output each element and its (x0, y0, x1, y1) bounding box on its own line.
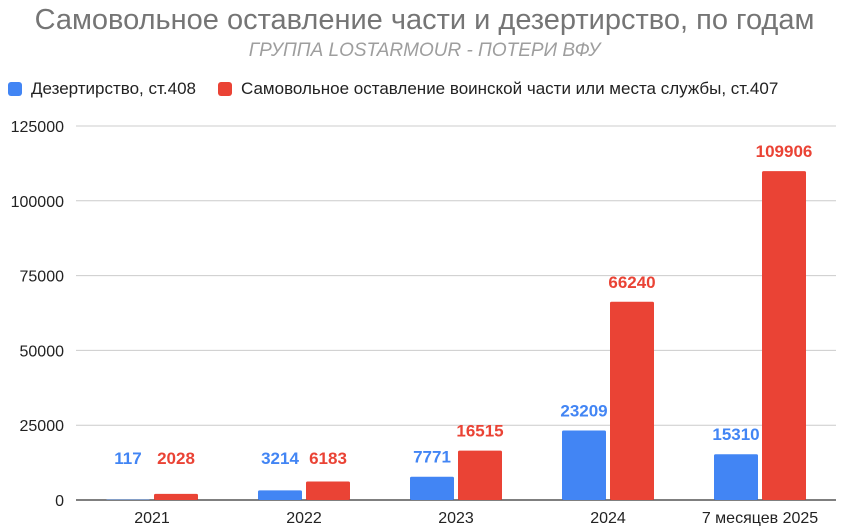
bar-desertion (714, 454, 758, 500)
data-label-desertion: 117 (114, 449, 141, 468)
bar-awol (154, 493, 198, 500)
x-tick-label: 2022 (286, 510, 322, 526)
y-tick-label: 0 (55, 493, 64, 510)
y-tick-label: 25000 (20, 418, 65, 435)
data-label-awol: 109906 (756, 142, 813, 161)
y-tick-label: 50000 (20, 343, 65, 360)
legend-swatch-awol (218, 82, 232, 96)
bar-awol (306, 481, 350, 500)
data-label-awol: 2028 (157, 449, 195, 468)
bar-awol (762, 171, 806, 500)
x-tick-label: 2021 (134, 510, 170, 526)
data-label-desertion: 3214 (261, 449, 299, 468)
legend-label-awol: Самовольное оставление воинской части ил… (241, 79, 779, 98)
legend-item-awol: Самовольное оставление воинской части ил… (218, 79, 778, 99)
y-tick-label: 100000 (11, 194, 64, 211)
x-tick-label: 2024 (590, 510, 626, 526)
data-label-desertion: 15310 (712, 425, 759, 444)
y-tick-label: 75000 (20, 269, 65, 286)
data-label-awol: 66240 (608, 273, 655, 292)
y-tick-label: 125000 (11, 119, 64, 136)
legend-item-desertion: Дезертирство, ст.408 (8, 79, 196, 99)
bar-desertion (258, 490, 302, 500)
data-label-awol: 6183 (309, 449, 347, 468)
x-tick-label: 2023 (438, 510, 474, 526)
data-label-desertion: 23209 (560, 402, 607, 421)
legend-label-desertion: Дезертирство, ст.408 (31, 79, 196, 98)
bar-desertion (562, 430, 606, 500)
data-label-awol: 16515 (456, 422, 503, 441)
bar-awol (458, 450, 502, 500)
legend-swatch-desertion (8, 82, 22, 96)
bar-desertion (410, 476, 454, 500)
chart-legend: Дезертирство, ст.408 Самовольное оставле… (8, 78, 800, 100)
chart-subtitle: ГРУППА LOSTARMOUR - ПОТЕРИ ВФУ (248, 40, 601, 61)
data-label-desertion: 7771 (413, 448, 451, 467)
bar-awol (610, 301, 654, 500)
chart-title: Самовольное оставление части и дезертирс… (34, 4, 815, 36)
x-tick-label: 7 месяцев 2025 (702, 510, 818, 526)
